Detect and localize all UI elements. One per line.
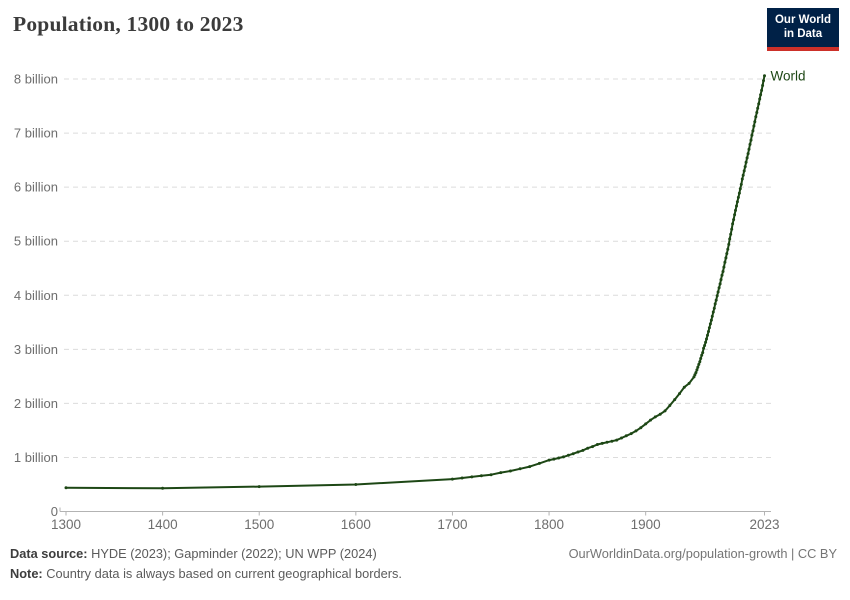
y-axis-label: 4 billion bbox=[14, 288, 58, 303]
x-axis-label: 1900 bbox=[631, 517, 661, 532]
y-axis-label: 1 billion bbox=[14, 450, 58, 465]
note-label: Note: bbox=[10, 566, 43, 581]
owid-logo-line1: Our World bbox=[774, 14, 831, 26]
series-markers bbox=[64, 74, 766, 490]
series-label: World bbox=[771, 68, 806, 83]
y-axis-label: 2 billion bbox=[14, 396, 58, 411]
owid-logo[interactable]: Our World in Data bbox=[766, 8, 839, 51]
y-axis-label: 3 billion bbox=[14, 342, 58, 357]
data-source-label: Data source: bbox=[10, 546, 88, 561]
series-world: World bbox=[64, 68, 806, 490]
y-axis-label: 7 billion bbox=[14, 126, 58, 141]
series-line bbox=[65, 75, 766, 490]
x-axis-label: 1800 bbox=[534, 517, 564, 532]
x-axis-label: 1400 bbox=[148, 517, 178, 532]
y-axis-label: 0 bbox=[51, 504, 58, 519]
x-axis-labels: 1300 1400 1500 1600 1700 1800 1900 2023 bbox=[51, 517, 780, 532]
x-axis-label: 1500 bbox=[244, 517, 274, 532]
chart-canvas: 0 1 billion 2 billion 3 billion 4 billion 5 b… bbox=[14, 68, 806, 532]
footer-link[interactable]: OurWorldinData.org/population-growth | C… bbox=[568, 546, 837, 561]
note-text: Country data is always based on current … bbox=[46, 566, 402, 581]
y-axis-label: 6 billion bbox=[14, 180, 58, 195]
owid-logo-line2: in Data bbox=[783, 27, 823, 40]
footer-source-note: Data source: HYDE (2023); Gapminder (202… bbox=[10, 546, 402, 586]
gridlines bbox=[64, 78, 772, 458]
note-line: Note: Country data is always based on cu… bbox=[10, 566, 402, 581]
x-axis-label: 2023 bbox=[749, 517, 779, 532]
x-axis bbox=[59, 507, 771, 516]
y-axis-labels: 0 1 billion 2 billion 3 billion 4 billion 5 b… bbox=[14, 72, 58, 520]
x-axis-label: 1600 bbox=[341, 517, 371, 532]
y-axis-label: 8 billion bbox=[14, 72, 58, 87]
x-axis-label: 1300 bbox=[51, 517, 81, 532]
data-source-text: HYDE (2023); Gapminder (2022); UN WPP (2… bbox=[91, 546, 377, 561]
chart-title: Population, 1300 to 2023 bbox=[13, 12, 244, 36]
y-axis-label: 5 billion bbox=[14, 234, 58, 249]
chart-footer: Data source: HYDE (2023); Gapminder (202… bbox=[10, 546, 837, 586]
x-axis-label: 1700 bbox=[437, 517, 467, 532]
data-source-line: Data source: HYDE (2023); Gapminder (202… bbox=[10, 546, 402, 561]
